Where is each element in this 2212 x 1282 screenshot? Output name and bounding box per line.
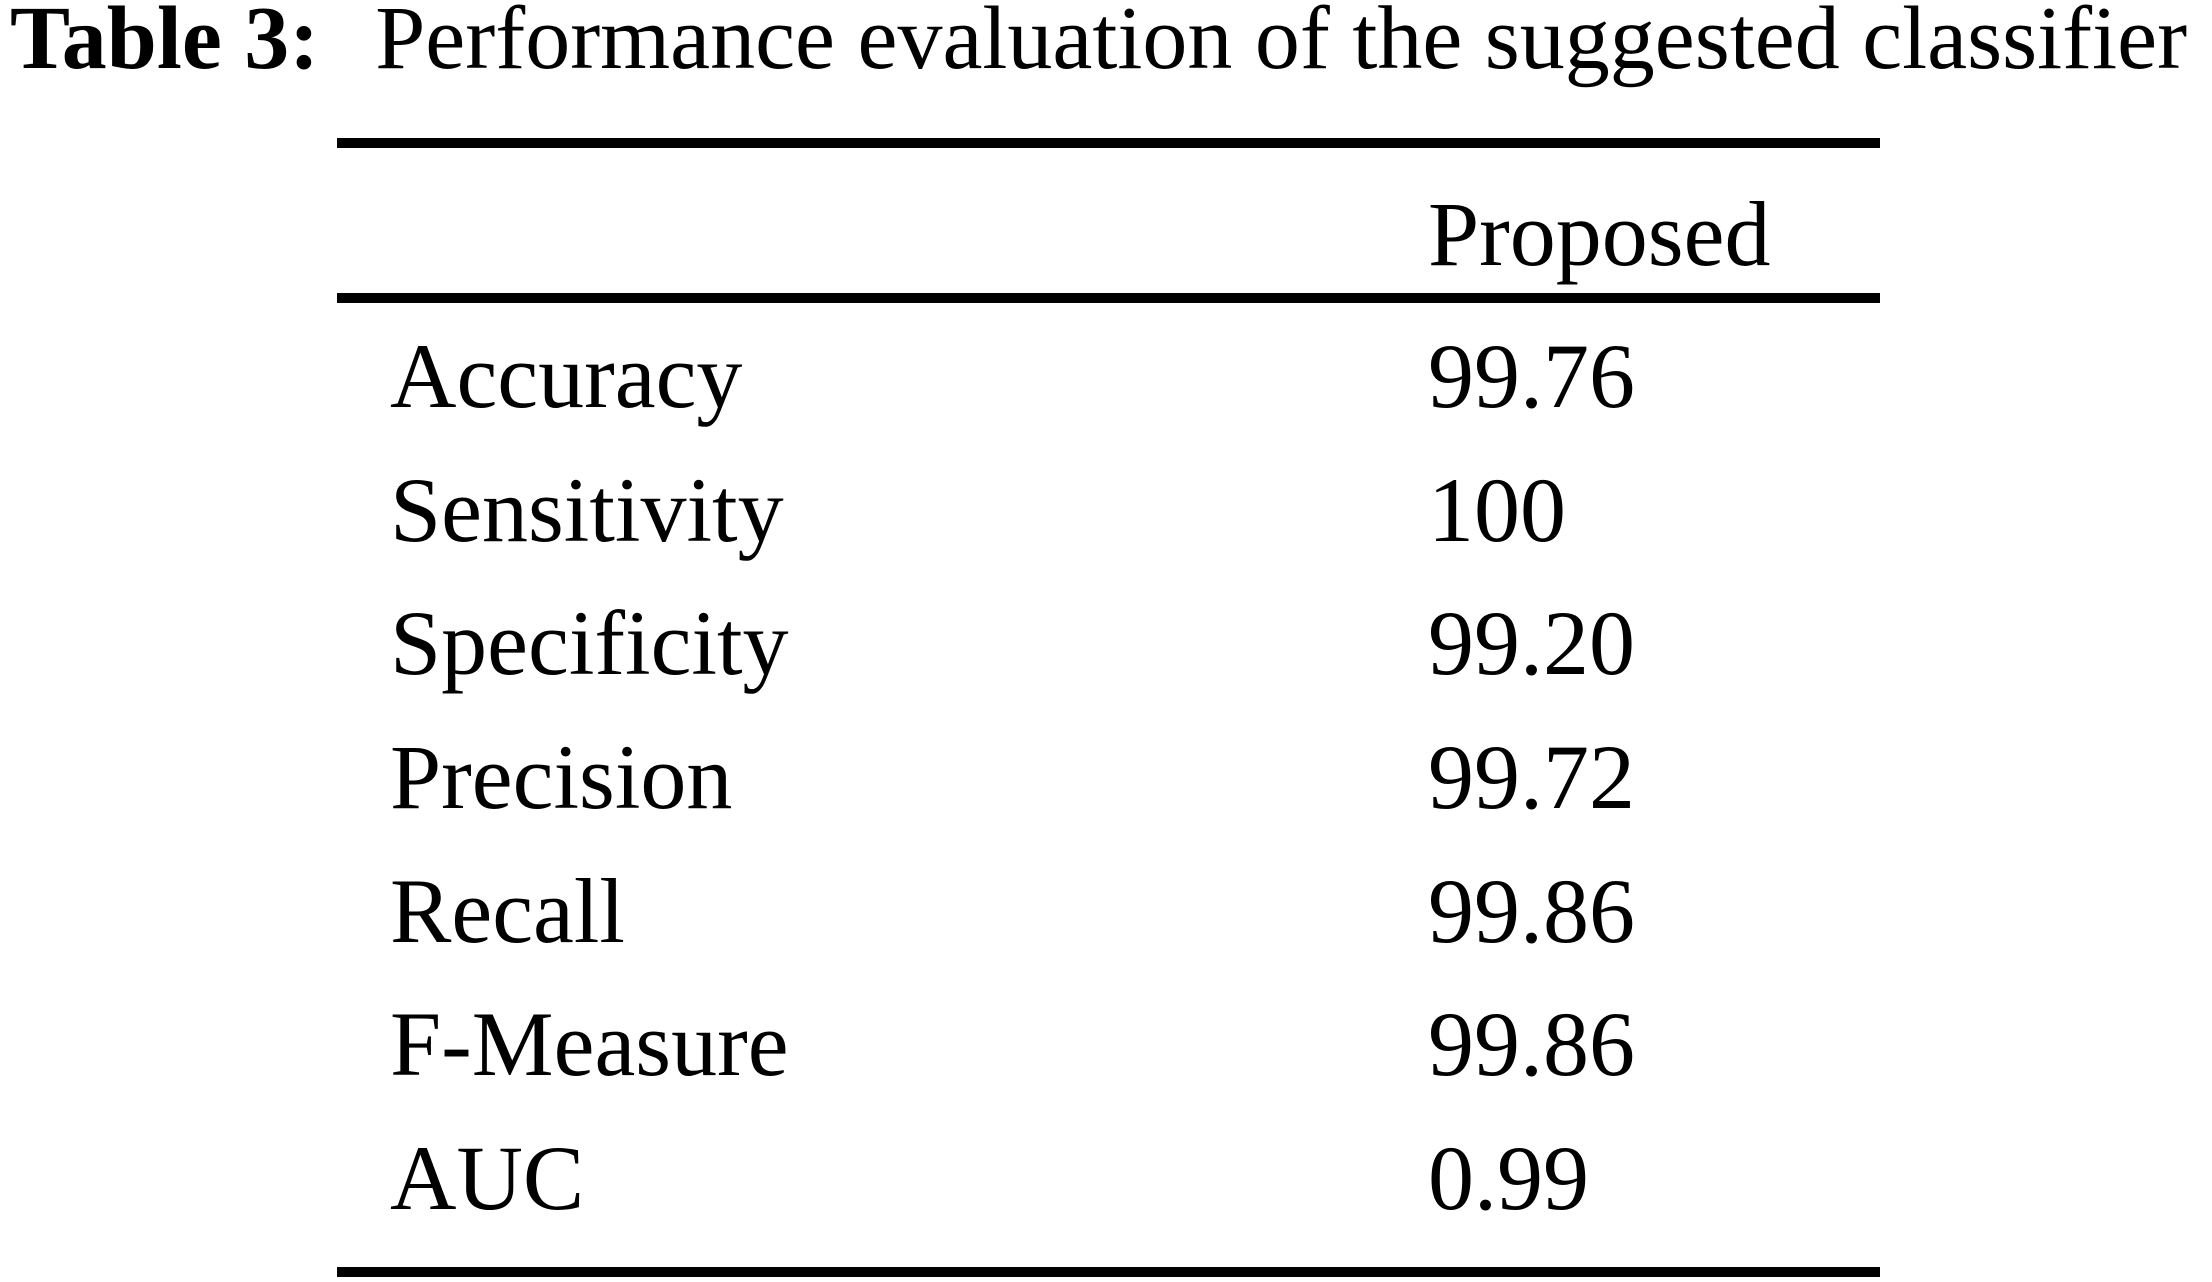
table-row: Precision 99.72 (390, 731, 1880, 851)
table-caption-label: Table 3: (10, 0, 320, 88)
metric-label: Sensitivity (390, 459, 784, 561)
metric-label: Accuracy (390, 325, 743, 427)
table-rule-below-header (337, 293, 1880, 303)
metric-label: Specificity (390, 592, 789, 694)
metric-value: 99.86 (1428, 993, 1635, 1095)
metric-label: Recall (390, 860, 625, 962)
table-row: Recall 99.86 (390, 865, 1880, 985)
table-rule-top (337, 138, 1880, 148)
table-row: Accuracy 99.76 (390, 330, 1880, 450)
metric-value: 100 (1428, 459, 1566, 561)
table-caption-text: Performance evaluation of the suggested … (375, 0, 2188, 88)
table-row: Sensitivity 100 (390, 464, 1880, 584)
table-row: F-Measure 99.86 (390, 998, 1880, 1118)
metric-value: 99.76 (1428, 325, 1635, 427)
table-caption: Table 3: Performance evaluation of the su… (10, 0, 2187, 84)
metric-label: AUC (390, 1127, 585, 1229)
metric-value: 0.99 (1428, 1127, 1589, 1229)
table-row: AUC 0.99 (390, 1132, 1880, 1252)
metric-value: 99.72 (1428, 726, 1635, 828)
metric-label: Precision (390, 726, 733, 828)
metric-label: F-Measure (390, 993, 789, 1095)
table-rule-bottom (337, 1267, 1880, 1277)
metric-value: 99.86 (1428, 860, 1635, 962)
table-row: Specificity 99.20 (390, 597, 1880, 717)
metric-value: 99.20 (1428, 592, 1635, 694)
column-header-proposed: Proposed (1428, 183, 1771, 285)
